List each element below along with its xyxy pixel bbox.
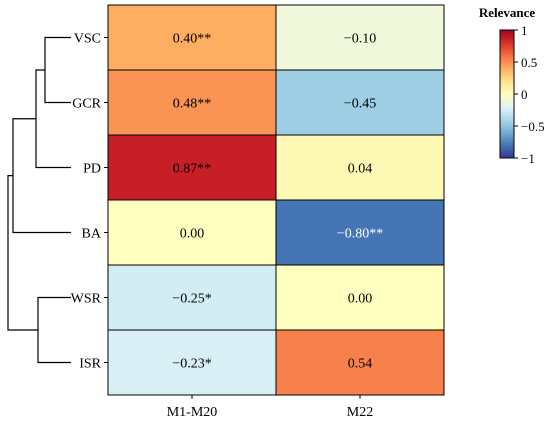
- heatmap-cell: [275, 264, 445, 331]
- colorbar-tick-label: 0: [521, 87, 528, 102]
- dendrogram-branch: [35, 69, 71, 169]
- column-labels: M1-M20 M22: [167, 395, 373, 420]
- heatmap-cell: [275, 134, 445, 201]
- row-labels: VSC GCR PD BA WSR ISR: [71, 32, 108, 372]
- heatmap-cell: [107, 329, 277, 396]
- column-label: M22: [347, 405, 373, 420]
- cell-value-label: −0.23*: [172, 357, 211, 372]
- cell-value-label: −0.45: [344, 97, 376, 112]
- colorbar-title: Relevance: [479, 5, 536, 20]
- heatmap-cell: [275, 329, 445, 396]
- cell-value-label: 0.00: [180, 227, 205, 242]
- row-label: ISR: [79, 357, 101, 372]
- row-label: PD: [83, 162, 101, 177]
- dendrogram-branch: [44, 36, 71, 104]
- heatmap-cell: [275, 4, 445, 71]
- colorbar-tick-label: −0.5: [521, 119, 545, 134]
- heatmap-cells: 0.40** −0.10 0.48** −0.45 0.87** 0.04 0.00 −0.8…: [107, 4, 445, 396]
- colorbar-gradient: [499, 29, 515, 159]
- row-label: VSC: [74, 32, 101, 47]
- cell-value-label: −0.80**: [337, 227, 383, 242]
- cell-value-label: −0.10: [344, 32, 376, 47]
- dendrogram-branch: [7, 175, 38, 331]
- row-label: GCR: [72, 97, 101, 112]
- heatmap-cell: [275, 69, 445, 136]
- row-label: BA: [82, 227, 102, 242]
- row-label: WSR: [71, 292, 102, 307]
- heatmap-cell: [275, 199, 445, 266]
- column-label: M1-M20: [167, 405, 218, 420]
- colorbar-tick-label: 0.5: [521, 55, 537, 70]
- colorbar-tick-label: −1: [521, 151, 535, 166]
- cell-value-label: 0.87**: [173, 162, 212, 177]
- dendrogram: [7, 36, 71, 364]
- dendrogram-branch: [37, 296, 71, 364]
- cell-value-label: −0.25*: [172, 292, 211, 307]
- cell-value-label: 0.00: [348, 292, 373, 307]
- colorbar: Relevance 1 0.5 0 −0.5 −1: [479, 5, 545, 166]
- cell-value-label: 0.54: [348, 357, 373, 372]
- cell-value-label: 0.48**: [173, 97, 212, 112]
- dendrogram-branch: [12, 118, 71, 234]
- cell-value-label: 0.40**: [173, 32, 212, 47]
- cell-value-label: 0.04: [348, 162, 373, 177]
- colorbar-tick-label: 1: [521, 23, 528, 38]
